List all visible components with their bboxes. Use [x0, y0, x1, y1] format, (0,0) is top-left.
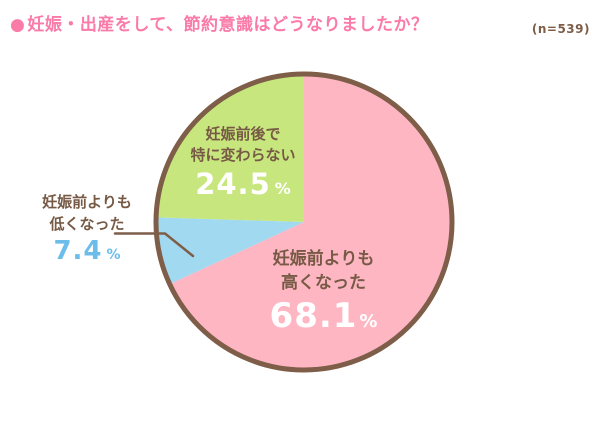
slice-label-unchanged-line1: 妊娠前後で: [205, 125, 281, 143]
slice-value-unchanged: 24.5: [195, 167, 271, 201]
slice-label-increased: 妊娠前よりも 高くなった 68.1%: [246, 247, 401, 342]
slice-label-decreased-line1: 妊娠前よりも: [42, 193, 132, 211]
slice-value-decreased: 7.4: [53, 236, 103, 266]
slice-label-unchanged: 妊娠前後で 特に変わらない 24.5%: [168, 124, 318, 206]
pie-chart: [153, 71, 455, 373]
header: ● 妊娠・出産をして、節約意識はどうなりましたか？: [10, 14, 590, 36]
slice-label-unchanged-line2: 特に変わらない: [190, 146, 296, 164]
slice-label-decreased-line2: 低くなった: [49, 214, 125, 233]
slice-label-increased-line1: 妊娠前よりも: [272, 249, 375, 269]
sample-size-label: (n=539): [531, 22, 590, 36]
pie-slice-increased: [169, 74, 452, 370]
slice-value-increased: 68.1: [269, 296, 358, 336]
slice-unit-decreased: %: [106, 247, 121, 263]
slice-label-increased-line2: 高くなった: [281, 273, 366, 293]
title-bullet-icon: ●: [10, 15, 26, 35]
slice-label-decreased: 妊娠前よりも 低くなった 7.4%: [12, 192, 162, 270]
title-text: 妊娠・出産をして、節約意識はどうなりましたか？: [27, 15, 429, 35]
slice-unit-unchanged: %: [274, 179, 291, 198]
pie-slice-unchanged: [156, 74, 304, 222]
slice-unit-increased: %: [359, 311, 378, 332]
pie-outline: [153, 71, 455, 373]
page-title: ● 妊娠・出産をして、節約意識はどうなりましたか？: [10, 14, 428, 36]
